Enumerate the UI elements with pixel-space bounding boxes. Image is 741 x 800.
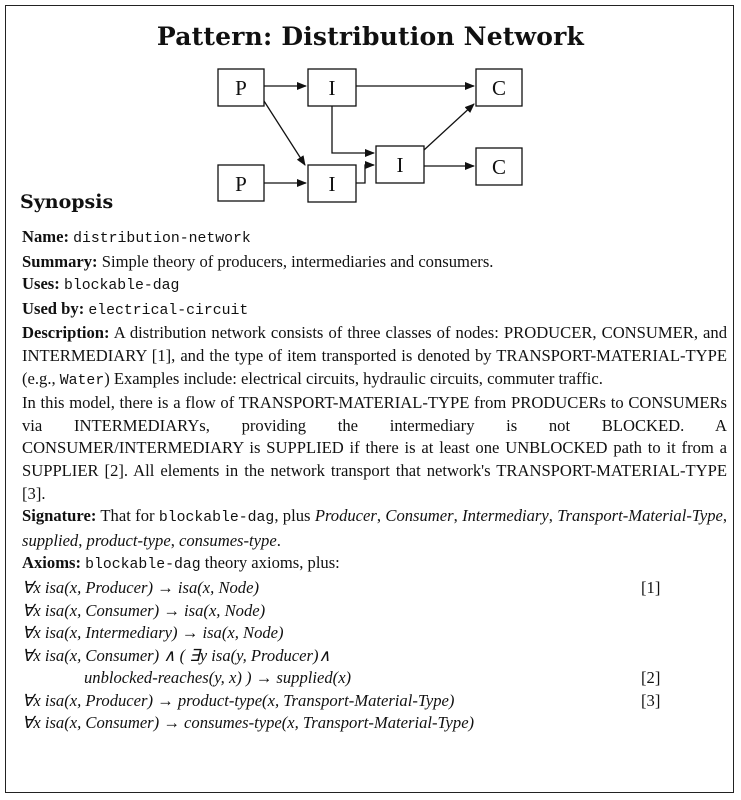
signature-item: supplied: [22, 530, 79, 550]
node-producer-1-label: P: [235, 76, 247, 100]
node-producer-1-box: [217, 68, 265, 107]
node-intermediary-2-box: [307, 164, 357, 203]
uses-value: blockable-dag: [63, 278, 180, 295]
diagram-edges: [263, 82, 475, 187]
axioms-intro: theory axioms, plus:: [204, 553, 340, 573]
synopsis-body: Name: distribution-network Summary: Simp…: [22, 226, 727, 735]
description-paragraph-1: Description: A distribution network cons…: [22, 322, 727, 392]
distribution-network-diagram: P I C P I I C: [217, 68, 523, 203]
used-by-label: Used by:: [22, 298, 85, 318]
axiom-line: ∀x isa(x, Consumer) → consumes-type(x, T…: [22, 712, 727, 735]
pattern-card-frame: [5, 5, 734, 793]
axiom-reference: [1]: [641, 577, 661, 597]
axiom-formula: unblocked-reaches(y, x) ) → supplied(x): [84, 668, 352, 688]
axiom-formula: ∀x isa(x, Consumer) → isa(x, Node): [22, 600, 266, 620]
name-row: Name: distribution-network: [22, 226, 727, 251]
node-intermediary-2-label: I: [329, 172, 336, 196]
node-consumer-2-box: [475, 147, 523, 186]
axiom-formula: ∀x isa(x, Consumer) → consumes-type(x, T…: [22, 713, 475, 733]
axiom-line: ∀x isa(x, Consumer) → isa(x, Node): [22, 600, 727, 623]
signature-item: product-type: [86, 530, 171, 550]
node-intermediary-1-box: [307, 68, 357, 107]
name-label: Name:: [22, 227, 69, 246]
edge-i3-c1: [423, 103, 475, 151]
signature-item: Consumer: [385, 506, 454, 526]
summary-label: Summary:: [22, 251, 98, 271]
description-code-water: Water: [59, 372, 105, 389]
signature-label: Signature:: [22, 506, 97, 526]
edge-i2-i3: [356, 161, 375, 184]
axiom-reference: [2]: [641, 668, 661, 688]
axiom-formula: ∀x isa(x, Consumer) ∧ ( ∃y isa(y, Produc…: [22, 645, 331, 665]
signature-item: Producer: [314, 506, 377, 526]
signature-row: Signature: That for blockable-dag, plus …: [22, 506, 728, 550]
axioms-label: Axioms:: [22, 553, 81, 573]
description-text-a: A distribution network consists of three…: [22, 323, 727, 388]
signature-item: consumes-type: [179, 530, 277, 550]
uses-row: Uses: blockable-dag: [22, 273, 727, 298]
description-text-b: ) Examples include: electrical circuits,…: [104, 368, 603, 388]
signature-item: Transport-Material-Type: [557, 506, 723, 526]
name-value: distribution-network: [73, 231, 251, 247]
node-producer-2-box: [217, 164, 265, 202]
node-intermediary-3-box: [375, 145, 425, 184]
used-by-row: Used by: electrical-circuit: [22, 298, 727, 323]
axiom-line: ∀x isa(x, Producer) → isa(x, Node) [1]: [22, 577, 727, 600]
axiom-list: ∀x isa(x, Producer) → isa(x, Node) [1] ∀x…: [22, 577, 727, 735]
summary-text: Simple theory of producers, intermediari…: [101, 251, 494, 271]
axioms-code: blockable-dag: [85, 557, 201, 574]
signature-item: Intermediary: [462, 506, 549, 526]
used-by-value: electrical-circuit: [88, 302, 249, 319]
signature-code: blockable-dag: [158, 510, 275, 527]
page-title: Pattern: Distribution Network: [156, 22, 585, 51]
node-intermediary-1-label: I: [329, 76, 336, 100]
axiom-reference: [3]: [641, 690, 661, 710]
axiom-formula: ∀x isa(x, Intermediary) → isa(x, Node): [22, 623, 284, 643]
edge-i1-i3: [331, 104, 375, 157]
summary-row: Summary: Simple theory of producers, int…: [22, 251, 570, 274]
node-consumer-2-label: C: [492, 155, 506, 179]
uses-label: Uses:: [22, 274, 60, 294]
axiom-formula: ∀x isa(x, Producer) → isa(x, Node): [22, 577, 259, 597]
edge-p1-i2: [263, 100, 306, 166]
node-consumer-1-label: C: [492, 76, 506, 100]
axiom-line: ∀x isa(x, Consumer) ∧ ( ∃y isa(y, Produc…: [22, 645, 727, 668]
node-producer-2-label: P: [235, 172, 247, 196]
axiom-line: ∀x isa(x, Intermediary) → isa(x, Node): [22, 622, 727, 645]
signature-pre: That for: [100, 506, 155, 526]
axiom-formula: ∀x isa(x, Producer) → product-type(x, Tr…: [22, 690, 455, 710]
signature-mid: , plus: [274, 506, 311, 526]
description-paragraph-2: In this model, there is a flow of TRANSP…: [22, 393, 727, 503]
description-label: Description:: [22, 323, 110, 343]
axiom-line: ∀x isa(x, Producer) → product-type(x, Tr…: [22, 690, 727, 713]
axiom-line: unblocked-reaches(y, x) ) → supplied(x) […: [22, 667, 727, 690]
node-intermediary-3-label: I: [397, 153, 404, 177]
axioms-row: Axioms: blockable-dag theory axioms, plu…: [22, 552, 727, 577]
node-consumer-1-box: [475, 68, 523, 107]
synopsis-heading: Synopsis: [20, 191, 114, 213]
